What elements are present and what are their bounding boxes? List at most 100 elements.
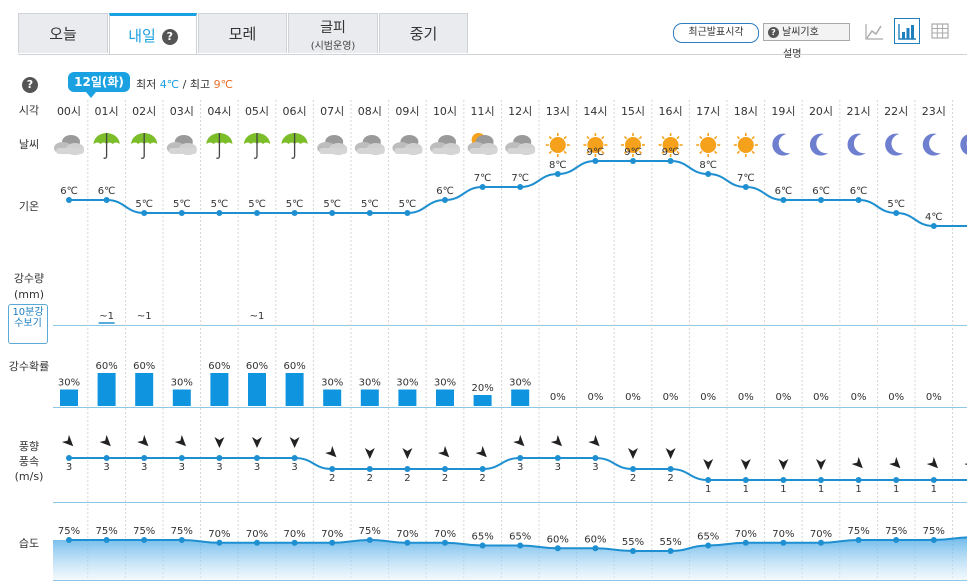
- humidity-point: [254, 539, 260, 546]
- hour-label: 11시: [471, 105, 495, 118]
- prob-label: 0%: [851, 392, 867, 403]
- cloudy-icon: [392, 135, 423, 155]
- tab-divider: [18, 54, 967, 55]
- hour-label: 23시: [922, 105, 946, 118]
- temp-point: [178, 210, 185, 216]
- prob-label: 0%: [625, 392, 641, 403]
- prob-label: 60%: [283, 361, 305, 372]
- moon-icon: [772, 133, 791, 156]
- wind-arrow-icon: [174, 434, 187, 447]
- min-label: 최저: [136, 78, 157, 91]
- hour-label: 01시: [95, 105, 119, 118]
- tab-3days[interactable]: 글피 (시범운영): [288, 13, 378, 53]
- temp-point: [329, 210, 336, 216]
- humidity-point: [554, 545, 561, 552]
- humidity-label: 75%: [95, 526, 117, 537]
- moon-icon: [885, 133, 904, 156]
- rain-label: ~1: [250, 311, 265, 322]
- weather-symbol-label: 날씨기호: [782, 27, 819, 38]
- temp-point: [592, 158, 599, 164]
- temp-label: 8℃: [699, 160, 717, 171]
- rain-label: ~1: [137, 311, 152, 322]
- rain-label: ~1: [99, 311, 114, 322]
- prob-bar: [398, 389, 417, 406]
- row-label-prob: 강수확률: [8, 360, 50, 373]
- wind-point: [893, 477, 900, 483]
- table-icon[interactable]: [927, 18, 953, 44]
- moon-icon: [809, 133, 828, 156]
- humidity-label: 70%: [246, 529, 268, 540]
- wind-point: [254, 455, 260, 461]
- sunny-icon: [658, 133, 683, 157]
- prob-bar: [285, 373, 304, 406]
- row-label-wind-speed: 풍속: [18, 455, 40, 468]
- wind-arrow-icon: [61, 434, 74, 447]
- temp-label: 5℃: [286, 199, 304, 210]
- temp-point: [216, 210, 223, 216]
- temp-label: 8℃: [549, 160, 567, 171]
- prob-label: 0%: [926, 392, 942, 403]
- wind-arrow-icon: [588, 434, 600, 447]
- wind-point: [930, 477, 937, 483]
- temp-label: 7℃: [511, 173, 529, 184]
- temp-point: [893, 210, 900, 216]
- wind-speed-label: 2: [442, 473, 448, 484]
- tab-midterm[interactable]: 중기: [379, 13, 468, 53]
- prob-label: 0%: [663, 392, 679, 403]
- prob-label: 30%: [171, 378, 193, 389]
- wind-speed-label: 3: [592, 462, 598, 473]
- sunny-icon: [733, 133, 758, 157]
- weather-symbol-button[interactable]: ? 날씨기호: [763, 23, 850, 41]
- wind-speed-label: 1: [855, 484, 861, 495]
- tab-3days-label: 글피: [320, 20, 346, 36]
- humidity-label: 70%: [321, 529, 343, 540]
- help-icon[interactable]: ?: [161, 28, 178, 45]
- help-icon[interactable]: ?: [22, 77, 38, 93]
- wind-speed-label: 1: [931, 484, 937, 495]
- partly-sunny-icon: [467, 133, 498, 155]
- temp-label: 5℃: [248, 199, 266, 210]
- tab-day-after[interactable]: 모레: [198, 13, 287, 53]
- divider-rain: [53, 325, 967, 326]
- temp-label: 7℃: [474, 173, 492, 184]
- wind-speed-label: 2: [329, 473, 335, 484]
- tab-3days-sub: (시범운영): [310, 41, 356, 52]
- recent-release-button[interactable]: 최근발표시각: [673, 23, 759, 43]
- bar-chart-icon[interactable]: [894, 18, 920, 44]
- humidity-point: [329, 539, 336, 546]
- humidity-point: [705, 542, 712, 549]
- min-value: 4℃: [159, 78, 180, 91]
- hour-label: 07시: [320, 105, 344, 118]
- temp-label: 9℃: [624, 147, 642, 158]
- moon-icon: [960, 134, 967, 155]
- hour-label: 09시: [395, 105, 419, 118]
- wind-arrow-icon: [364, 448, 375, 459]
- humidity-point: [818, 539, 824, 546]
- wind-point: [178, 455, 185, 461]
- humidity-label: 60%: [584, 534, 606, 545]
- weather-symbol-desc[interactable]: 설명: [783, 49, 802, 60]
- row-label-rain-unit: (mm): [13, 288, 44, 301]
- prob-bar: [210, 373, 229, 406]
- wind-point: [780, 477, 787, 483]
- day-badge: 12일(화): [68, 72, 130, 98]
- ten-min-rain-button[interactable]: 10분강수보기: [8, 304, 48, 344]
- tab-tomorrow[interactable]: 내일?: [109, 13, 197, 55]
- temp-point: [103, 197, 110, 203]
- humidity-point: [103, 537, 110, 543]
- tab-today[interactable]: 오늘: [18, 13, 108, 53]
- wind-point: [404, 466, 411, 472]
- humidity-label: 75%: [133, 526, 155, 537]
- line-chart-icon[interactable]: [861, 18, 887, 44]
- rain-icon: [93, 133, 120, 159]
- hour-label: 04시: [207, 105, 231, 118]
- rain-icon: [206, 133, 233, 159]
- row-label-wind-unit: (m/s): [14, 470, 44, 483]
- divider-humidity: [53, 580, 967, 581]
- help-icon: ?: [768, 27, 779, 38]
- row-label-humidity: 습도: [18, 537, 40, 550]
- prob-label: 30%: [434, 378, 456, 389]
- temp-label: 6℃: [775, 186, 793, 197]
- humidity-label: 75%: [359, 526, 381, 537]
- cloudy-icon: [430, 135, 460, 155]
